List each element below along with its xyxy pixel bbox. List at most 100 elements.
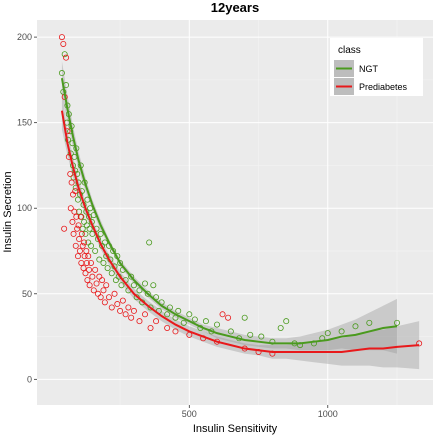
data-point-prediabetes [147,324,154,331]
data-point-prediabetes [67,170,74,177]
data-point-prediabetes [68,179,75,186]
confidence-band-prediabetes [61,91,420,370]
y-axis-title: Insulin Secretion [2,171,14,252]
data-point-prediabetes [82,270,89,277]
data-point-prediabetes [74,253,81,260]
data-point-ngt [76,208,83,215]
data-point-prediabetes [141,311,148,318]
legend-label-prediabetes: Prediabetes [359,82,408,92]
smooth-line-ngt [60,78,398,345]
data-point-ngt [89,230,96,237]
data-point-prediabetes [128,314,135,321]
data-point-prediabetes [119,297,126,304]
x-tick-label: 500 [182,409,197,419]
data-point-prediabetes [85,253,92,260]
data-point-prediabetes [89,273,96,280]
data-point-ngt [86,225,93,232]
data-point-ngt [101,239,108,246]
data-point-prediabetes [60,40,67,47]
data-point-prediabetes [153,318,160,325]
data-point-prediabetes [71,208,78,215]
y-tick-label: 0 [27,374,32,384]
data-point-ngt [366,319,373,326]
data-point-ngt [175,307,182,314]
data-point-prediabetes [125,304,132,311]
data-point-ngt [146,239,153,246]
data-point-ngt [393,319,400,326]
data-point-ngt [141,280,148,287]
y-tick-label: 200 [17,32,32,42]
data-point-prediabetes [122,311,129,318]
x-tick-label: 1000 [318,409,338,419]
data-point-prediabetes [72,188,79,195]
y-tick-label: 50 [22,289,32,299]
data-point-ngt [352,323,359,330]
smooth-line-prediabetes [60,110,420,353]
data-point-prediabetes [225,314,232,321]
data-point-ngt [247,331,254,338]
data-point-prediabetes [93,280,100,287]
data-point-ngt [283,318,290,325]
data-point-prediabetes [83,259,90,266]
data-point-prediabetes [67,205,74,212]
data-point-prediabetes [77,213,84,220]
data-point-prediabetes [72,242,79,249]
data-point-prediabetes [70,230,77,237]
data-point-prediabetes [81,253,88,260]
data-point-prediabetes [114,301,121,308]
data-point-ngt [241,314,248,321]
data-point-prediabetes [111,290,118,297]
data-point-ngt [97,230,104,237]
data-point-prediabetes [108,304,115,311]
smooth-lines [60,78,420,353]
data-point-prediabetes [78,230,85,237]
data-point-ngt [128,273,135,280]
axes: 500 1000 0 50 100 150 200 [17,32,338,419]
data-point-ngt [277,324,284,331]
data-point-prediabetes [81,239,88,246]
data-point-ngt [118,282,125,289]
data-point-prediabetes [76,236,83,243]
data-point-prediabetes [88,259,95,266]
data-point-prediabetes [164,324,171,331]
data-point-prediabetes [76,247,83,254]
data-point-prediabetes [90,287,97,294]
legend-label-ngt: NGT [359,64,379,74]
data-point-ngt [150,282,157,289]
data-point-ngt [136,287,143,294]
data-point-ngt [104,265,111,272]
data-point-ngt [82,230,89,237]
data-point-ngt [108,270,115,277]
data-point-prediabetes [117,307,124,314]
data-point-ngt [324,330,331,337]
data-point-prediabetes [219,311,226,318]
legend: class NGT Prediabetes [330,38,423,96]
data-point-ngt [58,70,65,77]
y-tick-label: 100 [17,203,32,213]
data-point-ngt [96,256,103,263]
data-point-ngt [74,196,81,203]
data-point-ngt [130,282,137,289]
data-point-prediabetes [172,328,179,335]
data-point-ngt [186,311,193,318]
data-point-ngt [61,51,68,58]
data-point-ngt [147,304,154,311]
confidence-bands [61,61,420,370]
data-point-prediabetes [99,277,106,284]
data-point-prediabetes [86,266,93,273]
data-point-prediabetes [63,54,70,61]
data-point-prediabetes [136,318,143,325]
data-point-prediabetes [79,242,86,249]
confidence-band-ngt [61,61,398,354]
data-point-prediabetes [92,266,99,273]
y-tick-label: 150 [17,118,32,128]
data-point-prediabetes [106,294,113,301]
data-point-ngt [88,242,95,249]
data-point-ngt [117,259,124,266]
data-point-ngt [180,319,187,326]
data-point-prediabetes [101,299,108,306]
data-point-prediabetes [61,225,68,232]
data-point-prediabetes [69,218,76,225]
